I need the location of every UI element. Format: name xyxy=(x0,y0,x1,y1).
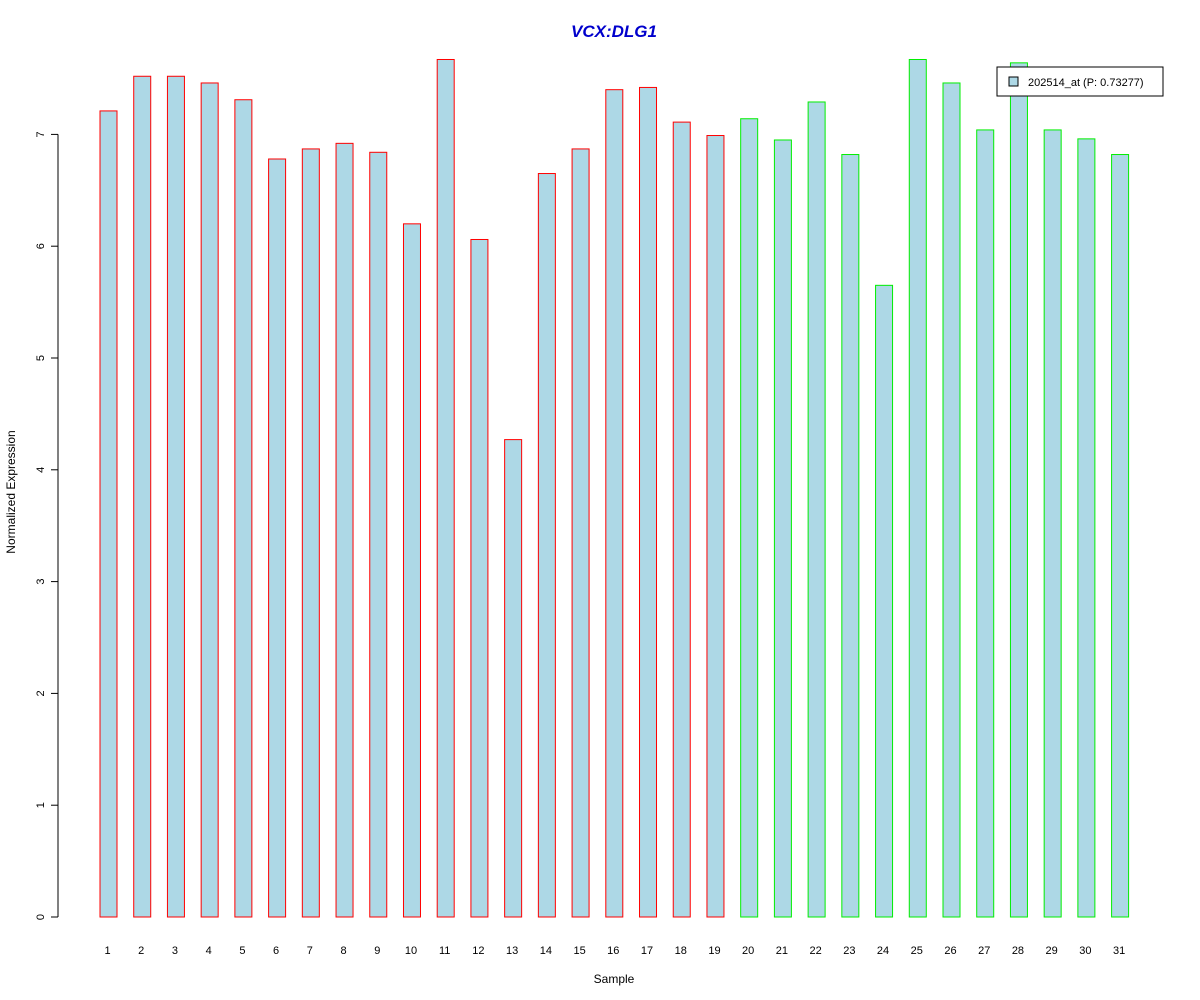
bar-sample-21 xyxy=(773,139,792,918)
y-tick-label: 0 xyxy=(35,914,47,920)
bar-sample-14 xyxy=(537,173,556,918)
bar-sample-2 xyxy=(133,75,152,918)
x-tick-label: 18 xyxy=(675,945,687,957)
y-tick-label: 2 xyxy=(35,690,47,696)
x-tick-label: 17 xyxy=(641,945,653,957)
bar-sample-23 xyxy=(841,154,860,918)
y-tick-label: 6 xyxy=(35,243,47,249)
y-tick-label: 7 xyxy=(35,131,47,137)
x-tick-label: 16 xyxy=(607,945,619,957)
bar-sample-1 xyxy=(99,110,118,918)
x-tick-label: 22 xyxy=(809,945,821,957)
bar-sample-26 xyxy=(942,82,961,918)
x-tick-label: 10 xyxy=(405,945,417,957)
x-tick-label: 4 xyxy=(206,945,212,957)
bar-sample-12 xyxy=(470,238,489,918)
bar-sample-19 xyxy=(706,135,725,918)
x-tick-label: 11 xyxy=(439,945,450,957)
x-tick-label: 13 xyxy=(506,945,518,957)
x-tick-label: 7 xyxy=(307,945,313,957)
x-tick-label: 8 xyxy=(340,945,346,957)
bars xyxy=(99,58,1130,918)
x-tick-label: 24 xyxy=(877,945,889,957)
bar-sample-9 xyxy=(369,151,388,918)
bar-sample-27 xyxy=(976,129,995,918)
x-tick-label: 27 xyxy=(978,945,990,957)
bar-sample-17 xyxy=(639,86,658,918)
y-tick-label: 5 xyxy=(35,355,47,361)
bar-sample-5 xyxy=(234,99,253,918)
bar-sample-13 xyxy=(504,439,523,918)
x-tick-label: 23 xyxy=(843,945,855,957)
bar-sample-8 xyxy=(335,142,354,918)
y-tick-label: 3 xyxy=(35,579,47,585)
bar-sample-31 xyxy=(1111,154,1130,918)
x-tick-label: 29 xyxy=(1046,945,1058,957)
x-tick-label: 14 xyxy=(540,945,552,957)
legend-label: 202514_at (P: 0.73277) xyxy=(1028,77,1144,89)
x-tick-label: 30 xyxy=(1079,945,1091,957)
x-tick-label: 2 xyxy=(138,945,144,957)
bar-sample-3 xyxy=(166,75,185,918)
legend-box xyxy=(996,66,1164,97)
x-tick-label: 25 xyxy=(911,945,923,957)
x-tick-label: 20 xyxy=(742,945,754,957)
x-axis-label: Sample xyxy=(594,972,635,986)
bar-sample-4 xyxy=(200,82,219,918)
x-tick-labels: 1 2 3 4 5 6 7 8 9 10 11 12 13 14 15 16 17 18 19 20 21 22 23 24 2… xyxy=(104,945,1125,957)
x-tick-label: 21 xyxy=(776,945,788,957)
legend-swatch xyxy=(1008,76,1019,87)
chart-title: VCX:DLG1 xyxy=(571,22,657,41)
y-axis: 0 1 2 3 4 5 6 7 xyxy=(35,131,59,920)
bar-sample-20 xyxy=(740,118,759,918)
bar-sample-7 xyxy=(301,148,320,918)
x-tick-label: 6 xyxy=(273,945,279,957)
bar-sample-10 xyxy=(402,223,421,918)
x-tick-label: 3 xyxy=(172,945,178,957)
x-tick-label: 15 xyxy=(573,945,585,957)
x-tick-label: 28 xyxy=(1012,945,1024,957)
bar-sample-30 xyxy=(1077,138,1096,918)
y-tick-label: 1 xyxy=(35,802,47,808)
x-tick-label: 5 xyxy=(239,945,245,957)
bar-sample-28 xyxy=(1009,62,1028,918)
bar-sample-25 xyxy=(908,58,927,918)
x-tick-label: 9 xyxy=(374,945,380,957)
bar-sample-6 xyxy=(268,158,287,918)
y-tick-label: 4 xyxy=(35,467,47,473)
bar-sample-24 xyxy=(875,284,894,918)
x-tick-label: 19 xyxy=(708,945,720,957)
x-tick-label: 31 xyxy=(1113,945,1125,957)
x-tick-label: 26 xyxy=(944,945,956,957)
y-axis-label: Normalized Expression xyxy=(4,430,18,553)
bar-sample-29 xyxy=(1043,129,1062,918)
legend: 202514_at (P: 0.73277) xyxy=(996,66,1164,97)
bar-sample-22 xyxy=(807,101,826,918)
x-tick-label: 12 xyxy=(472,945,484,957)
bar-sample-18 xyxy=(672,121,691,918)
bar-sample-15 xyxy=(571,148,590,918)
bar-sample-11 xyxy=(436,58,455,918)
bar-sample-16 xyxy=(605,89,624,918)
x-tick-label: 1 xyxy=(104,945,110,957)
